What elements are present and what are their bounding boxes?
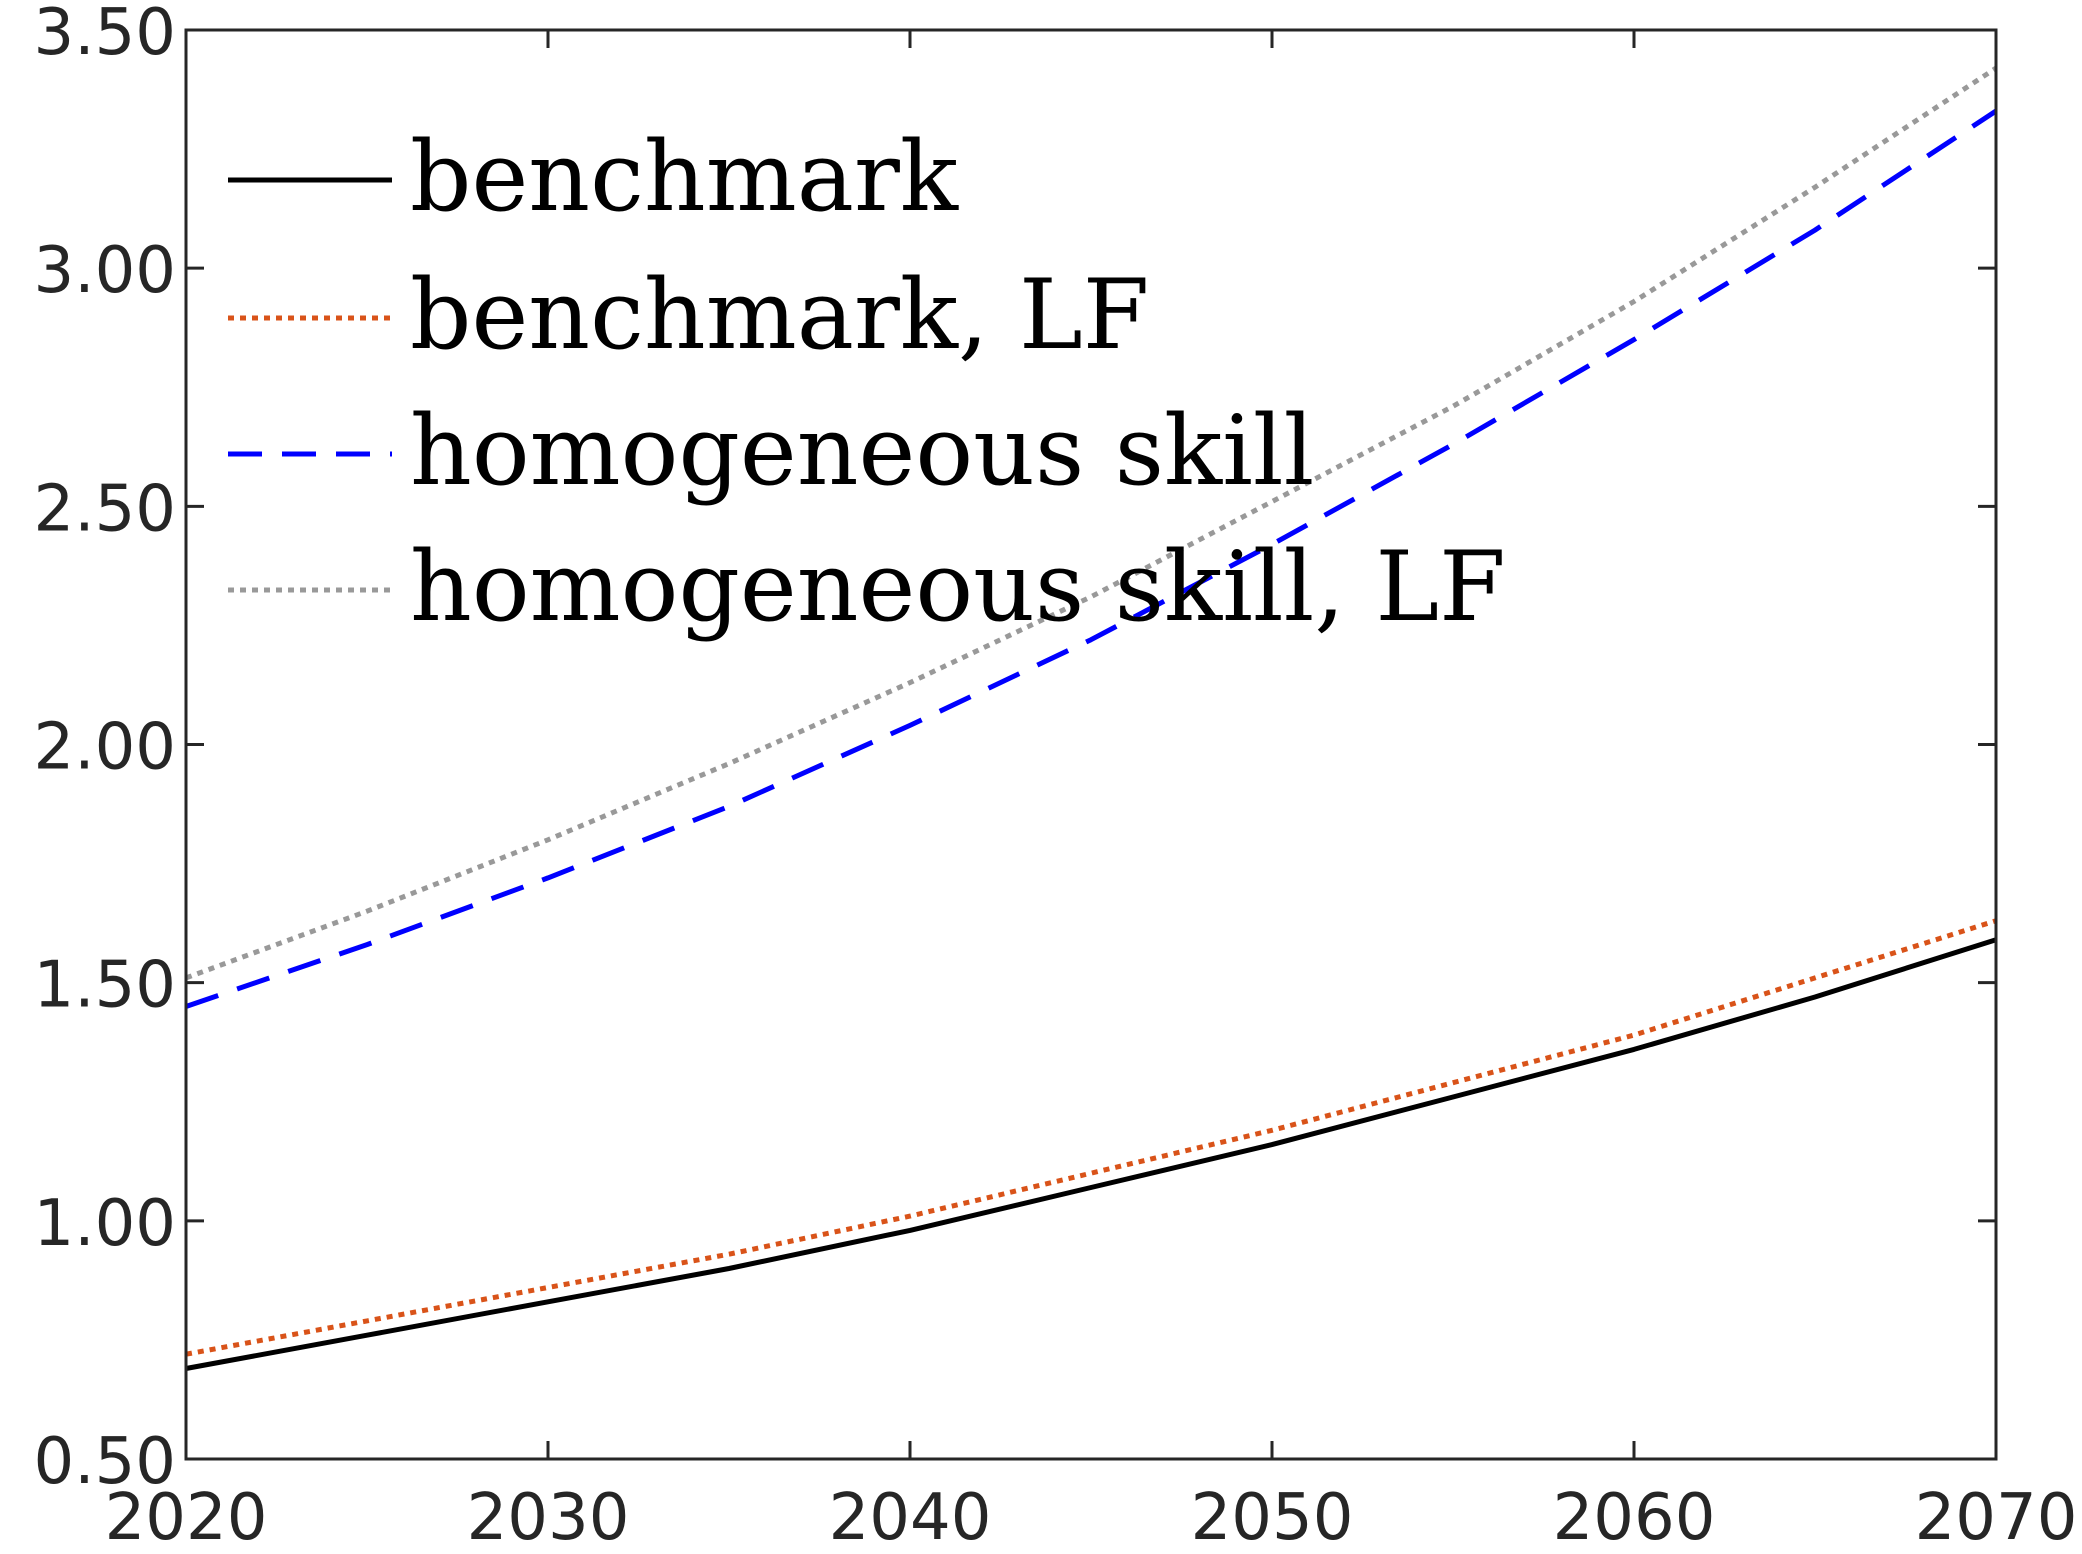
legend-label-benchmark: benchmark	[410, 121, 959, 233]
series-line-benchmark	[185, 937, 1997, 1371]
x-tick-label: 2060	[1553, 1481, 1716, 1554]
series-lines	[185, 66, 1998, 1371]
y-tick-label: 1.50	[34, 949, 177, 1023]
y-tick-label: 2.50	[34, 472, 177, 546]
y-tick-label: 1.00	[34, 1187, 177, 1261]
series-line-homogeneous-skill	[185, 108, 1998, 1009]
y-tick-label: 0.50	[34, 1425, 177, 1499]
legend: benchmark benchmark, LF homogeneous skill h…	[228, 121, 1506, 643]
x-tick-label: 2040	[829, 1481, 992, 1554]
legend-label-benchmark-lf: benchmark, LF	[410, 259, 1149, 371]
x-tick-label: 2070	[1915, 1481, 2078, 1554]
legend-label-homogeneous-skill: homogeneous skill	[410, 395, 1314, 507]
x-tick-label: 2030	[467, 1481, 630, 1554]
legend-label-homogeneous-skill-lf: homogeneous skill, LF	[410, 531, 1506, 643]
x-tick-label: 2020	[105, 1481, 268, 1554]
y-tick-label: 3.50	[34, 0, 177, 70]
series-line-homogeneous-skill-lf	[185, 66, 1998, 981]
tick-labels: 2020 2030 2040 2050 2060 2070 0.50 1.00 1.50 2.00…	[34, 0, 2078, 1554]
y-tick-label: 2.00	[34, 711, 177, 785]
plot-frame	[184, 28, 1998, 1461]
y-tick-label: 3.00	[34, 234, 177, 308]
x-tick-label: 2050	[1191, 1481, 1354, 1554]
